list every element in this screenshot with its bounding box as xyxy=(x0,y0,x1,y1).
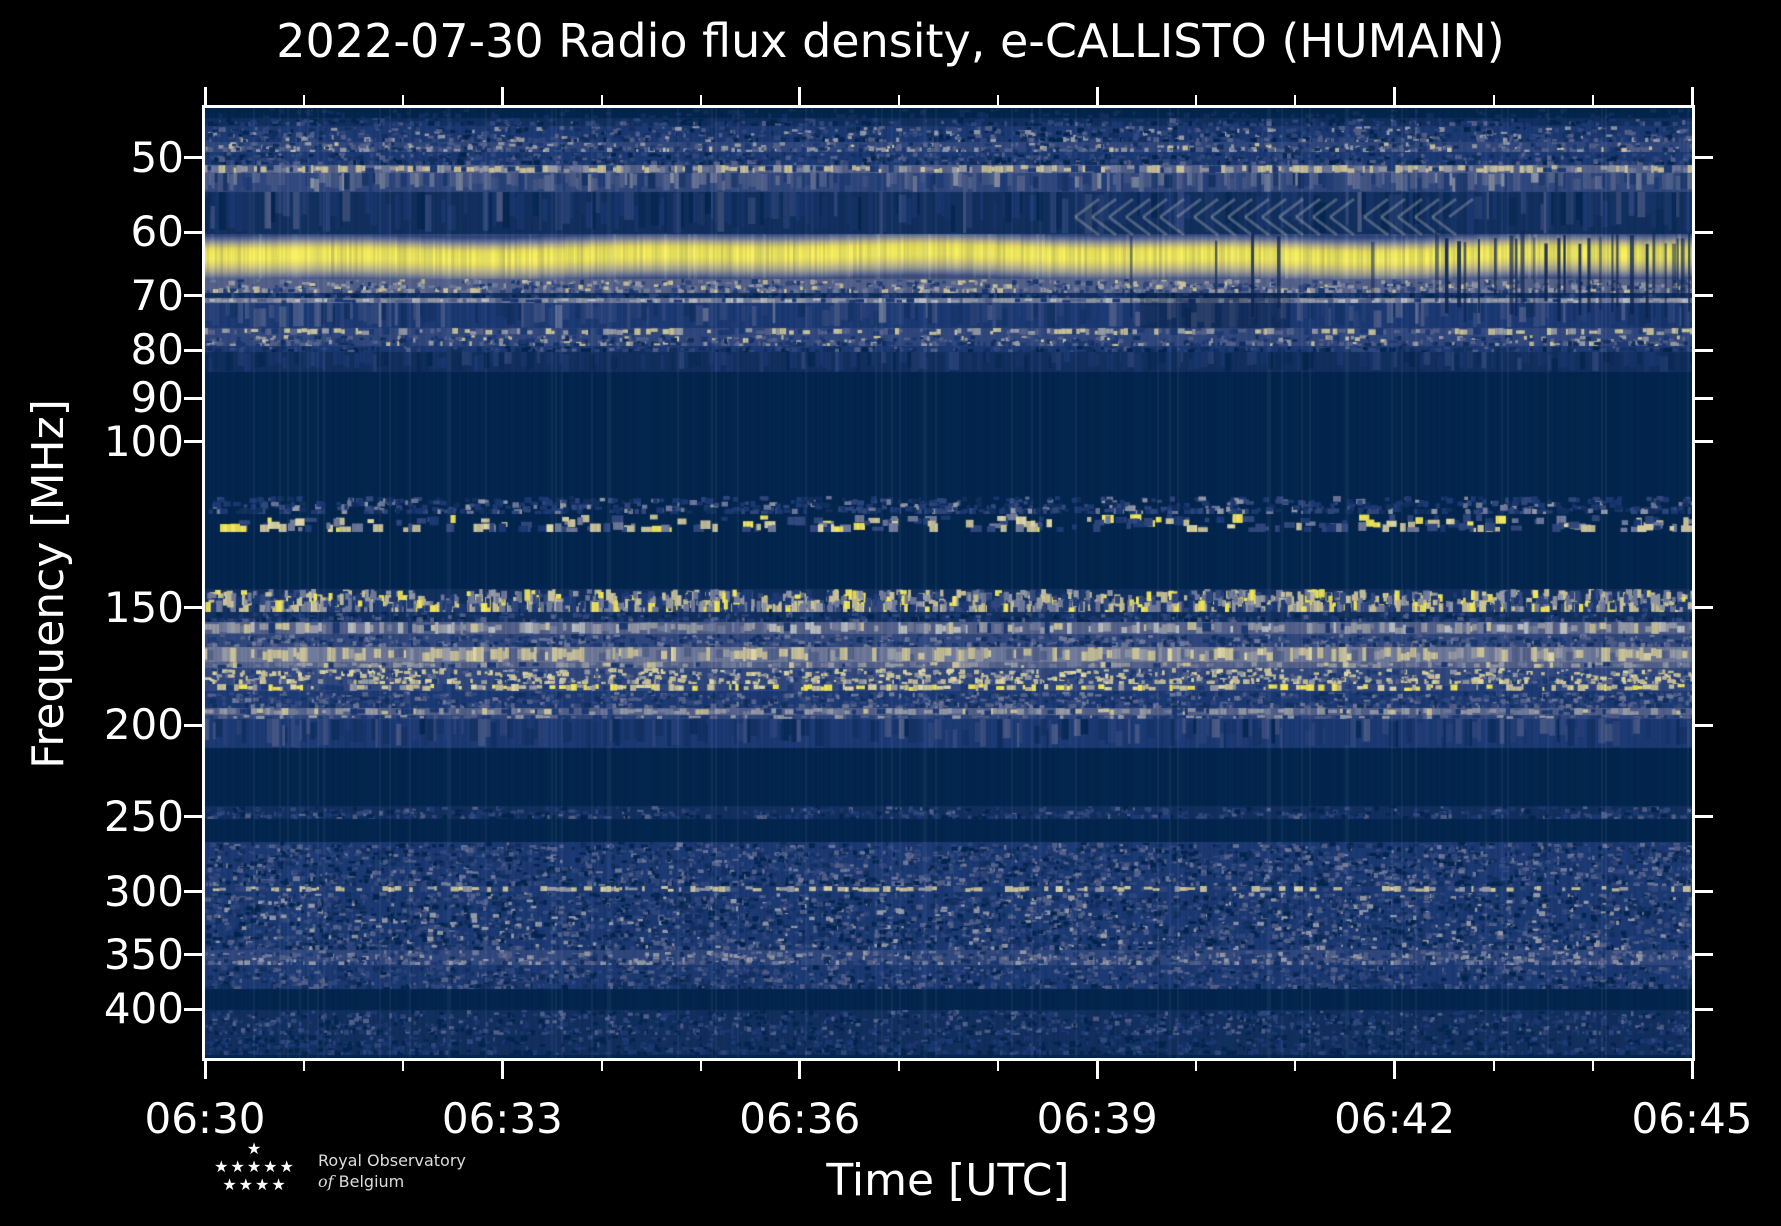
x-tick-label: 06:36 xyxy=(739,1094,861,1143)
x-tick-top xyxy=(1095,87,1099,105)
x-tick-top xyxy=(303,95,306,105)
y-tick xyxy=(184,606,202,610)
y-tick-right xyxy=(1695,440,1713,444)
x-tick-top xyxy=(1393,87,1397,105)
y-tick xyxy=(184,156,202,160)
x-tick-top xyxy=(500,87,504,105)
rob-logo-text: Royal Observatory of Belgium xyxy=(318,1150,466,1192)
y-tick xyxy=(184,723,202,727)
y-tick xyxy=(184,348,202,352)
x-tick xyxy=(1294,1061,1297,1071)
y-tick-label: 70 xyxy=(130,270,184,320)
y-tick-label: 100 xyxy=(103,416,184,466)
y-axis-title: Frequency [MHz] xyxy=(23,399,74,769)
x-tick-label: 06:39 xyxy=(1036,1094,1158,1143)
y-tick-right xyxy=(1695,156,1713,160)
y-tick xyxy=(184,440,202,444)
y-tick-right xyxy=(1695,723,1713,727)
rob-logo-stars: ★ ★★★★★ ★★★★ xyxy=(200,1140,310,1194)
spectrogram-canvas xyxy=(205,108,1692,1058)
y-tick-label: 250 xyxy=(103,791,184,841)
x-tick xyxy=(1095,1061,1099,1079)
y-tick-right xyxy=(1695,294,1713,298)
x-tick xyxy=(1195,1061,1198,1071)
y-tick-right xyxy=(1695,890,1713,894)
y-tick-label: 50 xyxy=(130,132,184,182)
y-tick-label: 90 xyxy=(130,373,184,423)
y-tick-label: 300 xyxy=(103,866,184,916)
x-tick xyxy=(997,1061,1000,1071)
y-tick-label: 400 xyxy=(103,984,184,1034)
y-tick xyxy=(184,1007,202,1011)
y-tick-label: 150 xyxy=(103,582,184,632)
y-tick-right xyxy=(1695,953,1713,957)
y-tick xyxy=(184,294,202,298)
x-tick xyxy=(500,1061,504,1079)
y-tick xyxy=(184,230,202,234)
x-tick-top xyxy=(1690,87,1694,105)
rob-logo-star-row: ★ xyxy=(246,1139,264,1158)
x-tick xyxy=(699,1061,702,1071)
x-tick-top xyxy=(203,87,207,105)
rob-logo-star-row: ★★★★★ xyxy=(214,1157,296,1176)
x-tick-top xyxy=(600,95,603,105)
x-tick-top xyxy=(798,87,802,105)
y-tick-right xyxy=(1695,815,1713,819)
x-tick xyxy=(1690,1061,1694,1079)
x-tick xyxy=(402,1061,405,1071)
x-tick-top xyxy=(1195,95,1198,105)
x-tick xyxy=(203,1061,207,1079)
x-tick-label: 06:33 xyxy=(441,1094,563,1143)
x-tick xyxy=(303,1061,306,1071)
rob-logo-line1: Royal Observatory xyxy=(318,1151,466,1170)
x-tick xyxy=(1492,1061,1495,1071)
y-tick-right xyxy=(1695,606,1713,610)
y-tick-label: 60 xyxy=(130,207,184,257)
rob-logo-star-row: ★★★★ xyxy=(222,1175,288,1194)
y-tick xyxy=(184,953,202,957)
rob-logo-line2: of Belgium xyxy=(318,1171,466,1192)
x-tick-top xyxy=(1492,95,1495,105)
x-tick xyxy=(600,1061,603,1071)
x-tick xyxy=(1393,1061,1397,1079)
y-tick-right xyxy=(1695,1007,1713,1011)
rob-logo-belgium: Belgium xyxy=(338,1172,405,1191)
chart-title: 2022-07-30 Radio flux density, e-CALLIST… xyxy=(276,14,1505,68)
x-tick-top xyxy=(402,95,405,105)
x-tick xyxy=(897,1061,900,1071)
x-tick-top xyxy=(699,95,702,105)
x-tick-top xyxy=(997,95,1000,105)
y-tick-right xyxy=(1695,396,1713,400)
y-tick-label: 80 xyxy=(130,325,184,375)
y-tick xyxy=(184,396,202,400)
x-tick-top xyxy=(897,95,900,105)
y-tick xyxy=(184,890,202,894)
y-tick-right xyxy=(1695,348,1713,352)
x-tick-label: 06:30 xyxy=(144,1094,266,1143)
x-axis-title: Time [UTC] xyxy=(826,1155,1070,1206)
x-tick-label: 06:42 xyxy=(1334,1094,1456,1143)
x-tick-label: 06:45 xyxy=(1631,1094,1753,1143)
y-tick-label: 200 xyxy=(103,700,184,750)
rob-logo-of: of xyxy=(318,1172,334,1191)
y-tick-label: 350 xyxy=(103,929,184,979)
x-tick xyxy=(798,1061,802,1079)
x-tick-top xyxy=(1294,95,1297,105)
x-tick-top xyxy=(1591,95,1594,105)
x-tick xyxy=(1591,1061,1594,1071)
y-tick-right xyxy=(1695,230,1713,234)
y-tick xyxy=(184,815,202,819)
